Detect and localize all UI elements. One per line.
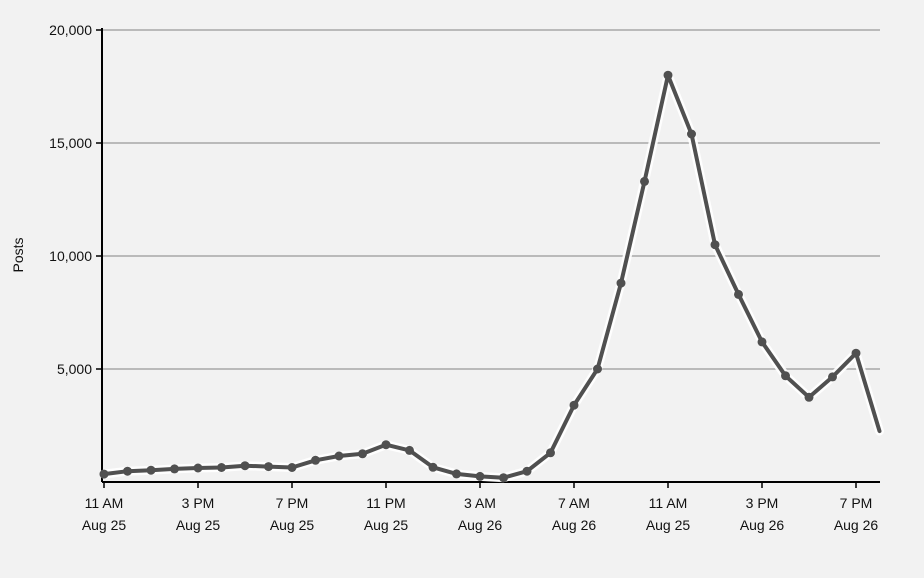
data-point [99,469,109,479]
data-point [405,445,414,455]
data-point [475,471,485,481]
data-point [781,371,790,381]
x-tick-date-label: Aug 25 [646,517,691,533]
data-point [757,337,767,347]
data-point [804,392,814,402]
data-point [217,463,226,472]
data-point [193,463,203,473]
data-point [710,240,720,250]
x-tick-date-label: Aug 26 [834,517,879,533]
x-tick-time-label: 3 PM [182,495,215,511]
x-tick-date-label: Aug 25 [82,517,127,533]
data-point [687,129,696,139]
x-tick-time-label: 7 PM [840,495,873,511]
data-point [146,465,156,475]
data-point [851,348,861,358]
axes [101,28,880,483]
data-point [616,278,626,288]
x-tick-time-label: 11 PM [366,495,405,511]
x-tick-time-label: 3 AM [464,495,496,511]
data-point [546,448,555,458]
data-point [522,466,532,476]
data-point [381,440,391,450]
data-point [593,364,602,374]
series-posts [99,70,884,483]
y-tick-label: 10,000 [49,248,92,264]
data-point [240,461,250,471]
x-tick-date-label: Aug 26 [552,517,597,533]
gridlines [102,29,880,370]
x-tick-time-label: 11 AM [649,495,688,511]
data-point [264,462,273,472]
y-axis-title: Posts [10,237,26,272]
x-tick-time-label: 7 AM [558,495,590,511]
data-point [428,462,438,472]
data-point [311,455,320,465]
series-line-halo [99,70,884,483]
x-tick-time-label: 7 PM [276,495,309,511]
x-axis-ticks: 11 AM Aug 25 3 PM Aug 25 7 PM Aug 25 11 PM Aug … [82,482,879,533]
data-point [170,464,179,474]
data-point [358,449,367,459]
x-tick-date-label: Aug 25 [176,517,221,533]
data-point [287,463,297,472]
x-tick-date-label: Aug 25 [364,517,409,533]
data-point [734,289,743,299]
x-tick-time-label: 11 AM [85,495,124,511]
x-tick-time-label: 3 PM [746,495,779,511]
data-point [640,176,649,186]
data-point [499,473,508,483]
x-tick-date-label: Aug 25 [270,517,315,533]
data-point [663,70,673,80]
series-line [102,73,882,480]
y-tick-label: 15,000 [49,135,92,151]
y-tick-label: 5,000 [57,361,92,377]
data-point [569,400,579,410]
y-axis-ticks: 20,000 15,000 10,000 5,000 [49,22,102,377]
data-point [452,469,461,479]
x-tick-date-label: Aug 26 [458,517,503,533]
x-tick-date-label: Aug 26 [740,517,785,533]
data-point [828,372,837,382]
y-tick-label: 20,000 [49,22,92,38]
data-point [334,451,344,461]
data-point [123,466,132,476]
